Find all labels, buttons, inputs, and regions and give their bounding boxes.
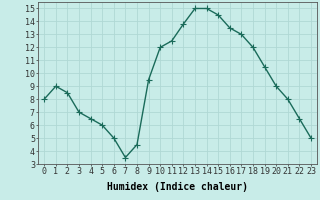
- X-axis label: Humidex (Indice chaleur): Humidex (Indice chaleur): [107, 182, 248, 192]
